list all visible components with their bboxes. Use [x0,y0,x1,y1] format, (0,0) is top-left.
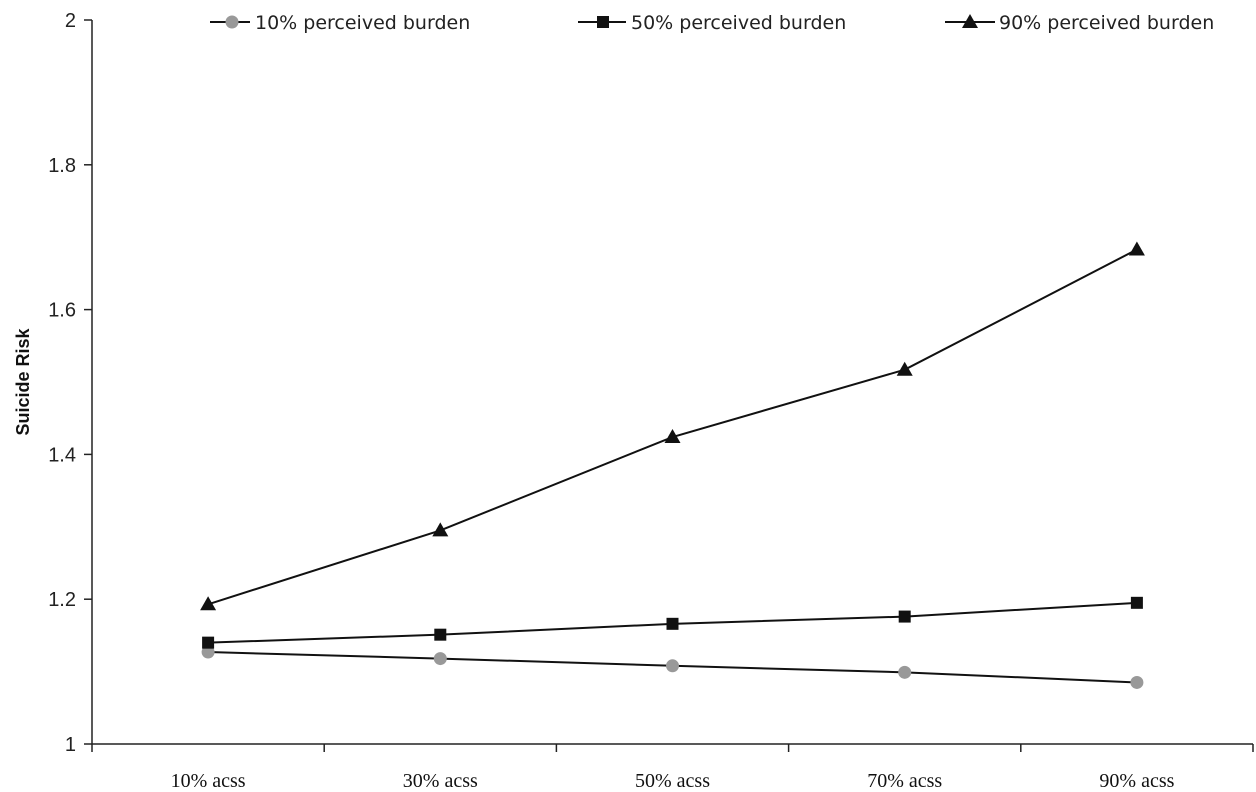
data-point-circle [433,652,447,666]
legend-label: 90% perceived burden [999,12,1214,34]
data-point-triangle [896,361,913,376]
y-tick-label: 1.8 [48,155,76,177]
data-point-square [898,610,911,623]
legend-item: 10% perceived burden [210,12,470,34]
legend-item: 50% perceived burden [578,12,846,34]
data-point-square [434,628,447,641]
legend: 10% perceived burden 50% perceived burden… [210,12,1214,34]
x-tick-label: 90% acss [1099,770,1174,792]
legend-marker-square [597,16,609,28]
data-point-square [202,636,215,649]
y-axis-label: Suicide Risk [13,327,33,435]
data-point-circle [201,645,215,659]
x-tick-label: 70% acss [867,770,942,792]
y-tick-label: 2 [65,10,76,32]
legend-label: 10% perceived burden [255,12,470,34]
y-tick-label: 1.4 [48,444,76,466]
y-tick-label: 1.2 [48,589,76,611]
data-point-triangle [664,429,681,444]
data-point-triangle [1128,241,1145,256]
legend-marker-circle [225,15,239,29]
y-tick-label: 1 [65,734,76,756]
data-point-square [666,617,679,630]
x-tick-label: 30% acss [403,770,478,792]
data-point-circle [1130,675,1144,689]
data-point-circle [898,665,912,679]
series-layer [200,241,1145,689]
series-triangle [200,241,1145,611]
y-tick-label: 1.6 [48,300,76,322]
data-point-circle [666,659,679,673]
x-tick-label: 10% acss [171,770,246,792]
series-square [202,596,1143,649]
series-circle [201,645,1144,689]
axes: 1 1.2 1.4 1.6 1.8 2 10% acss 30% acss 50% acss 70… [48,10,1254,792]
legend-item: 90% perceived burden [945,12,1214,34]
series-line [207,248,1138,606]
x-tick-label: 50% acss [635,770,710,792]
data-point-square [1130,596,1143,609]
data-point-triangle [432,522,449,537]
data-point-triangle [200,596,217,611]
legend-label: 50% perceived burden [631,12,846,34]
legend-marker-triangle [962,14,978,28]
